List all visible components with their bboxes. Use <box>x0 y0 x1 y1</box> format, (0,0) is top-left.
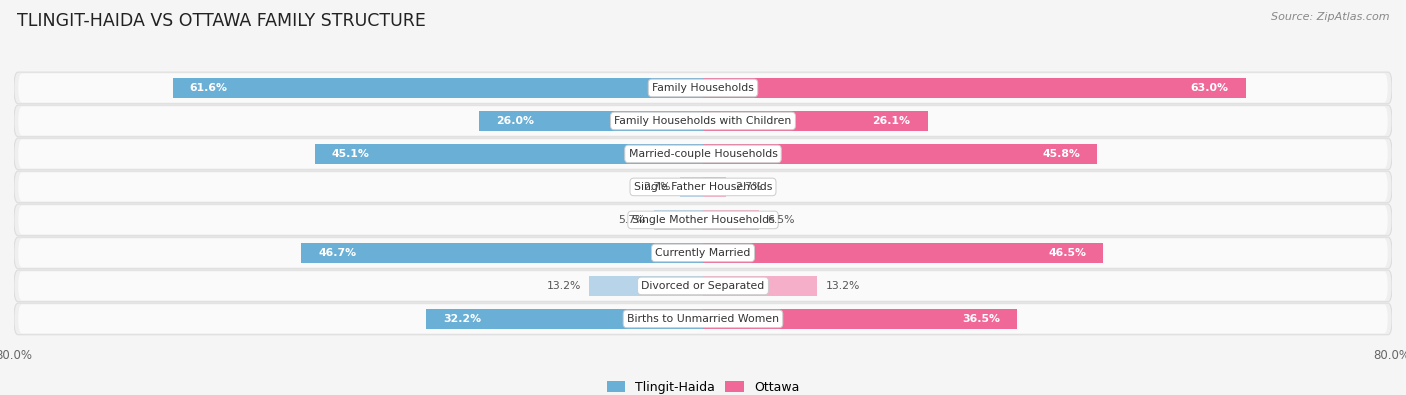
FancyBboxPatch shape <box>18 73 1388 102</box>
Text: Married-couple Households: Married-couple Households <box>628 149 778 159</box>
Bar <box>703 177 727 197</box>
FancyBboxPatch shape <box>14 237 1392 269</box>
FancyBboxPatch shape <box>14 138 1392 170</box>
FancyBboxPatch shape <box>14 171 1392 203</box>
FancyBboxPatch shape <box>14 303 1392 335</box>
Bar <box>703 243 1104 263</box>
Text: 26.1%: 26.1% <box>873 116 911 126</box>
Bar <box>654 210 703 230</box>
Text: 46.5%: 46.5% <box>1049 248 1087 258</box>
Text: 45.1%: 45.1% <box>332 149 370 159</box>
FancyBboxPatch shape <box>14 204 1392 236</box>
Bar <box>426 308 703 329</box>
Bar <box>703 276 817 296</box>
Bar <box>703 210 759 230</box>
Text: Divorced or Separated: Divorced or Separated <box>641 281 765 291</box>
Bar <box>679 177 703 197</box>
Text: Family Households: Family Households <box>652 83 754 93</box>
Text: 5.7%: 5.7% <box>617 215 645 225</box>
Text: Source: ZipAtlas.com: Source: ZipAtlas.com <box>1271 12 1389 22</box>
FancyBboxPatch shape <box>14 270 1392 302</box>
Legend: Tlingit-Haida, Ottawa: Tlingit-Haida, Ottawa <box>602 376 804 395</box>
Text: 13.2%: 13.2% <box>547 281 581 291</box>
Text: Births to Unmarried Women: Births to Unmarried Women <box>627 314 779 324</box>
Text: 61.6%: 61.6% <box>190 83 228 93</box>
Bar <box>703 308 1018 329</box>
Text: 2.7%: 2.7% <box>644 182 671 192</box>
Text: 46.7%: 46.7% <box>318 248 356 258</box>
FancyBboxPatch shape <box>18 139 1388 168</box>
Text: Currently Married: Currently Married <box>655 248 751 258</box>
Text: Single Mother Households: Single Mother Households <box>631 215 775 225</box>
Text: 13.2%: 13.2% <box>825 281 859 291</box>
Bar <box>479 111 703 131</box>
Bar <box>589 276 703 296</box>
FancyBboxPatch shape <box>18 239 1388 267</box>
Text: Family Households with Children: Family Households with Children <box>614 116 792 126</box>
Text: 6.5%: 6.5% <box>768 215 794 225</box>
Text: 45.8%: 45.8% <box>1042 149 1080 159</box>
Text: 36.5%: 36.5% <box>962 314 1000 324</box>
FancyBboxPatch shape <box>18 305 1388 333</box>
Bar <box>173 78 703 98</box>
Bar <box>703 78 1246 98</box>
FancyBboxPatch shape <box>14 72 1392 104</box>
FancyBboxPatch shape <box>14 105 1392 137</box>
Text: 26.0%: 26.0% <box>496 116 534 126</box>
FancyBboxPatch shape <box>18 172 1388 201</box>
Bar <box>301 243 703 263</box>
Bar <box>315 144 703 164</box>
FancyBboxPatch shape <box>18 106 1388 135</box>
FancyBboxPatch shape <box>18 271 1388 301</box>
Bar <box>703 111 928 131</box>
Text: TLINGIT-HAIDA VS OTTAWA FAMILY STRUCTURE: TLINGIT-HAIDA VS OTTAWA FAMILY STRUCTURE <box>17 12 426 30</box>
Bar <box>703 144 1098 164</box>
Text: 63.0%: 63.0% <box>1191 83 1229 93</box>
FancyBboxPatch shape <box>18 205 1388 235</box>
Text: 2.7%: 2.7% <box>735 182 762 192</box>
Text: 32.2%: 32.2% <box>443 314 481 324</box>
Text: Single Father Households: Single Father Households <box>634 182 772 192</box>
